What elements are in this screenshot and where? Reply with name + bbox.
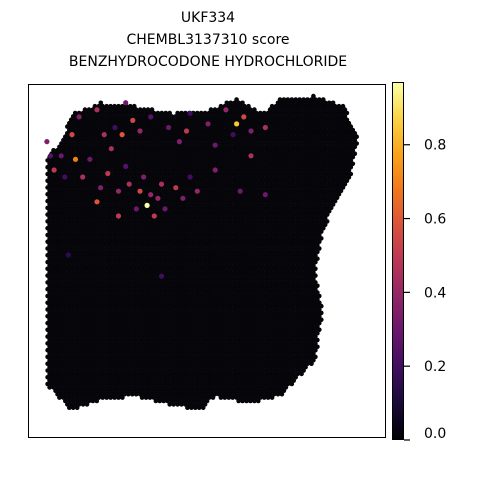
score-point [130,117,136,123]
score-point [183,128,190,134]
score-point [133,206,139,212]
score-point [47,153,54,159]
colorbar-tick-label: 0.4 [424,285,446,301]
colorbar-tick-label: 0.2 [424,359,446,375]
score-point [234,121,240,127]
score-point [144,202,150,208]
score-point [158,273,165,279]
score-point [98,185,104,191]
score-point [137,188,143,194]
score-point [141,174,147,180]
score-point [166,124,172,131]
score-point [162,206,168,212]
score-point [105,170,111,177]
score-point [262,124,268,131]
colorbar [392,82,404,440]
chart-title-line-3: BENZHYDROCODONE HYDROCHLORIDE [68,54,348,70]
colorbar-axis: 0.0 0.2 0.4 0.6 0.8 [404,138,446,442]
score-point [148,114,154,120]
score-point [262,192,268,198]
score-point [212,142,218,148]
score-point [87,156,93,162]
score-point [205,121,211,127]
score-point [115,188,122,194]
score-point [248,128,254,134]
score-point [115,213,122,219]
score-point [126,181,132,187]
score-point [151,213,157,219]
score-point [187,110,193,116]
score-point [194,188,200,194]
plot-area [28,84,386,438]
score-point [44,139,50,145]
score-point [123,100,129,106]
score-point [176,139,182,145]
score-point [155,195,161,201]
chart-title-line-1: UKF334 [180,10,236,26]
colorbar-tick-label: 0.0 [424,426,446,442]
score-point [173,185,179,191]
score-point [119,132,125,138]
score-point [137,128,143,134]
score-point [94,199,100,205]
score-point [230,132,236,138]
score-point [158,181,165,187]
score-points [44,100,268,279]
score-point [69,132,75,138]
scatter-plot [44,93,360,411]
score-point [76,114,82,120]
colorbar-tick-label: 0.6 [424,212,446,228]
score-point [62,174,68,180]
score-point [241,114,247,120]
score-point [51,167,57,173]
score-point [108,146,114,152]
tissue-spots [45,93,360,411]
chart-title-line-2: CHEMBL3137310 score [126,32,290,48]
score-point [123,163,129,169]
score-point [148,192,154,198]
score-point [187,174,193,180]
score-point [248,153,254,159]
score-point [58,153,64,159]
score-point [80,174,86,180]
score-point [212,167,218,173]
score-point [65,252,71,258]
score-point [237,188,243,194]
score-point [180,195,186,201]
score-point [72,156,79,162]
score-point [94,107,100,113]
score-point [223,107,229,113]
score-point [112,124,118,131]
colorbar-tick-label: 0.8 [424,138,446,154]
score-point [101,132,107,138]
